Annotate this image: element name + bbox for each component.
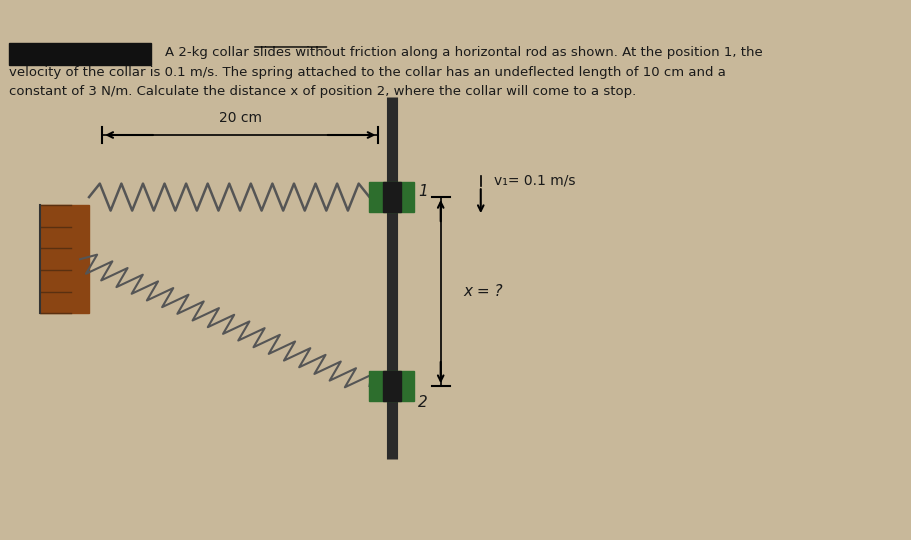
Bar: [369, 372, 414, 401]
Text: 20 cm: 20 cm: [219, 111, 261, 125]
Text: constant of 3 N/m. Calculate the distance x of position 2, where the collar will: constant of 3 N/m. Calculate the distanc…: [9, 85, 636, 98]
Text: v₁= 0.1 m/s: v₁= 0.1 m/s: [494, 174, 575, 188]
Bar: [383, 372, 400, 401]
Text: 2: 2: [418, 395, 428, 410]
Text: velocity of the collar is 0.1 m/s. The spring attached to the collar has an unde: velocity of the collar is 0.1 m/s. The s…: [9, 66, 725, 79]
Bar: [369, 182, 414, 212]
Bar: [383, 182, 400, 212]
Text: A 2-kg collar slides without friction along a horizontal rod as shown. At the po: A 2-kg collar slides without friction al…: [165, 46, 762, 59]
Text: 1: 1: [418, 184, 428, 199]
Text: x = ?: x = ?: [463, 284, 502, 299]
Bar: [40, 205, 89, 313]
Bar: [9, 43, 151, 65]
